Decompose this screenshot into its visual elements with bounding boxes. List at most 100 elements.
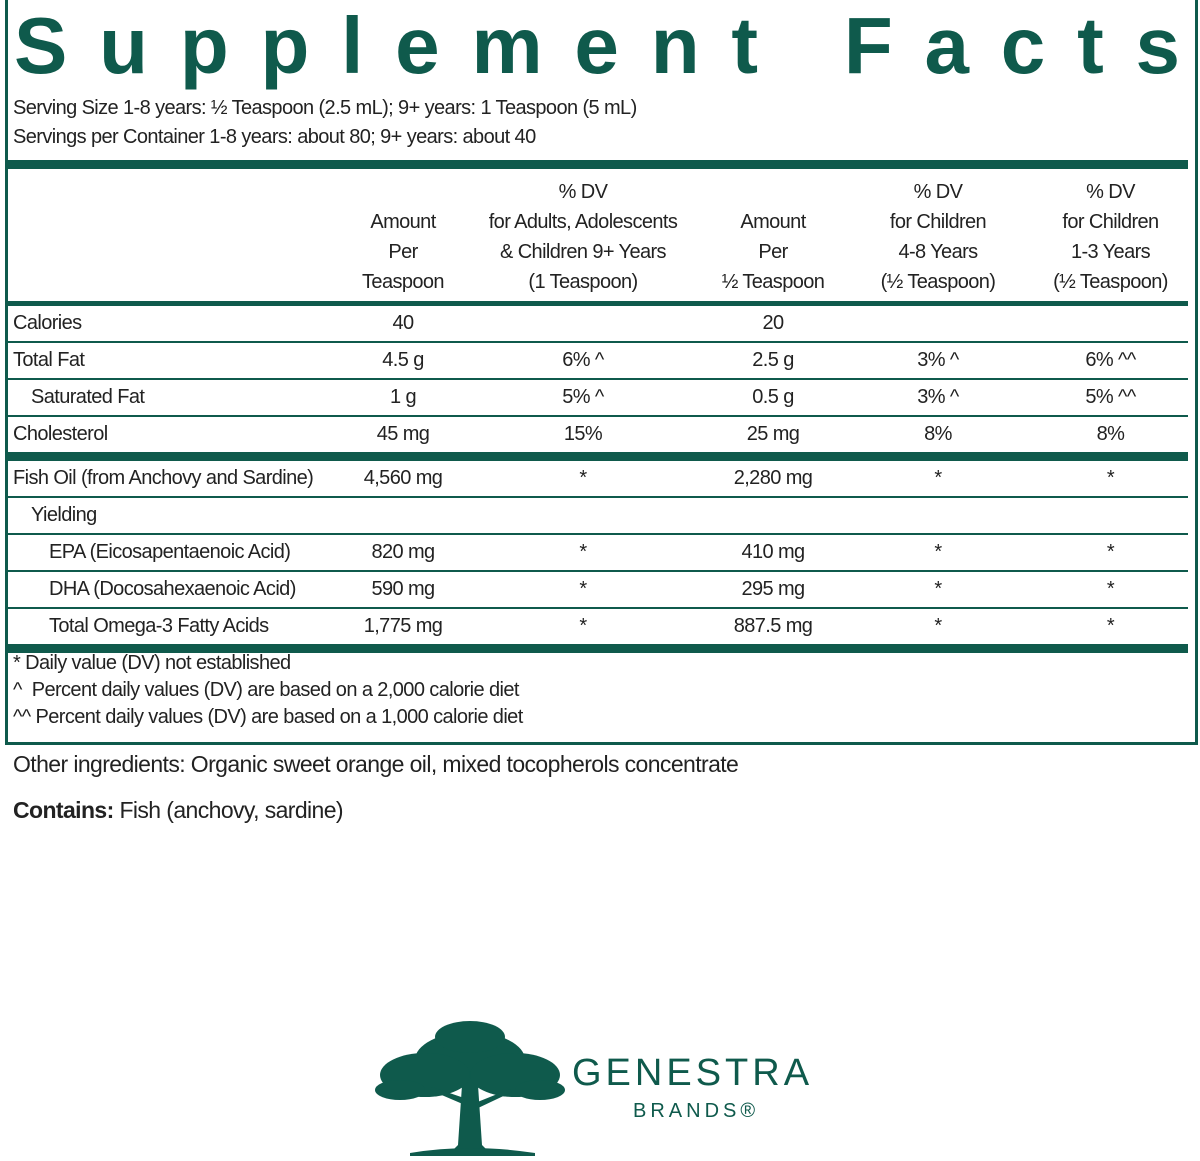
nutrient-value: 887.5 mg — [703, 608, 843, 653]
nutrient-value: 45 mg — [343, 416, 463, 461]
nutrient-name: Yielding — [8, 497, 343, 535]
header-line: & Children 9+ Years — [500, 241, 667, 263]
header-cell: Amount Per ½ Teaspoon — [703, 160, 843, 306]
header-cell: % DV for Children 4-8 Years (½ Teaspoon) — [843, 160, 1033, 306]
header-line: % DV — [1086, 181, 1135, 203]
nutrient-name: Total Fat — [8, 342, 343, 380]
nutrient-value: * — [843, 571, 1033, 609]
nutrient-value: * — [1033, 608, 1188, 653]
nutrient-value: 4.5 g — [343, 342, 463, 380]
nutrient-value: * — [1033, 534, 1188, 572]
header-line: (1 Teaspoon) — [528, 271, 638, 293]
nutrient-value: 590 mg — [343, 571, 463, 609]
footnote: ^^ Percent daily values (DV) are based o… — [13, 706, 523, 728]
header-line: Per — [388, 241, 418, 263]
nutrient-row: Fish Oil (from Anchovy and Sardine) 4,560… — [8, 456, 1188, 498]
header-cell: % DV for Children 1-3 Years (½ Teaspoon) — [1033, 160, 1188, 306]
contains-line: Contains: Fish (anchovy, sardine) — [13, 797, 344, 824]
footnote: ^ Percent daily values (DV) are based on… — [13, 679, 519, 701]
brand-name: GENESTRA — [572, 1052, 814, 1094]
nutrient-value: 410 mg — [703, 534, 843, 572]
brand-sub: BRANDS® — [633, 1100, 760, 1122]
nutrient-value: 15% — [463, 416, 703, 461]
nutrient-row: DHA (Docosahexaenoic Acid) 590 mg * 295 mg *… — [8, 571, 1188, 609]
nutrient-value: * — [843, 456, 1033, 498]
footnote: * Daily value (DV) not established — [13, 652, 291, 674]
nutrient-value: 820 mg — [343, 534, 463, 572]
other-ingredients: Other ingredients: Organic sweet orange … — [13, 751, 739, 777]
nutrient-value: 2.5 g — [703, 342, 843, 380]
header-line: 1-3 Years — [1070, 241, 1151, 263]
servings-per-container: Servings per Container 1-8 years: about … — [13, 126, 536, 148]
nutrient-name: Total Omega-3 Fatty Acids — [8, 608, 343, 653]
header-line: 4-8 Years — [898, 241, 978, 263]
nutrient-value — [463, 303, 703, 343]
nutrient-value — [343, 497, 463, 535]
header-line: (½ Teaspoon) — [880, 271, 996, 293]
nutrient-name: Calories — [8, 303, 343, 343]
facts-table: Amount Per Teaspoon % DV for Adults, Adolesc… — [8, 160, 1188, 653]
nutrient-value — [1033, 303, 1188, 343]
nutrient-name: Fish Oil (from Anchovy and Sardine) — [8, 456, 343, 498]
nutrient-value: 1,775 mg — [343, 608, 463, 653]
nutrient-value: * — [463, 534, 703, 572]
header-line: Amount — [740, 211, 806, 233]
nutrient-value: * — [463, 571, 703, 609]
nutrient-value: 3% ^ — [843, 342, 1033, 380]
header-line: ½ Teaspoon — [721, 271, 825, 293]
nutrient-value: 5% ^^ — [1033, 379, 1188, 417]
nutrient-value: 4,560 mg — [343, 456, 463, 498]
title-area: Supplement Facts — [14, 1, 1180, 90]
nutrient-row: EPA (Eicosapentaenoic Acid) 820 mg * 410 mg… — [8, 534, 1188, 572]
nutrient-row: Calories 40 20 — [8, 303, 1188, 343]
nutrient-value: 1 g — [343, 379, 463, 417]
nutrient-row: Total Fat 4.5 g 6% ^ 2.5 g 3% ^ 6% ^^ — [8, 342, 1188, 380]
nutrient-value: * — [1033, 456, 1188, 498]
header-cell: Amount Per Teaspoon — [343, 160, 463, 306]
header-line: for Children — [889, 211, 987, 233]
nutrient-value: 6% ^^ — [1033, 342, 1188, 380]
nutrient-value: * — [843, 608, 1033, 653]
header-line: % DV — [913, 181, 963, 203]
nutrient-value: 3% ^ — [843, 379, 1033, 417]
nutrient-value: * — [843, 534, 1033, 572]
nutrient-value: 8% — [1033, 416, 1188, 461]
header-cell: % DV for Adults, Adolescents & Children 9+… — [463, 160, 703, 306]
nutrient-name: DHA (Docosahexaenoic Acid) — [8, 571, 343, 609]
nutrient-value — [703, 497, 843, 535]
header-cell — [8, 160, 343, 306]
nutrient-value: 0.5 g — [703, 379, 843, 417]
title: Supplement Facts — [14, 1, 1180, 90]
header-line: Amount — [370, 211, 436, 233]
nutrient-value: * — [1033, 571, 1188, 609]
nutrient-row: Cholesterol 45 mg 15% 25 mg 8% 8% — [8, 416, 1188, 461]
nutrient-value: 2,280 mg — [703, 456, 843, 498]
nutrient-value: 40 — [343, 303, 463, 343]
nutrient-name: EPA (Eicosapentaenoic Acid) — [8, 534, 343, 572]
nutrient-value: 5% ^ — [463, 379, 703, 417]
nutrient-value: * — [463, 608, 703, 653]
nutrient-value — [1033, 497, 1188, 535]
nutrient-name: Saturated Fat — [8, 379, 343, 417]
nutrient-value: 20 — [703, 303, 843, 343]
nutrient-row: Yielding — [8, 497, 1188, 535]
header-line: (½ Teaspoon) — [1053, 271, 1168, 293]
header-line: % DV — [558, 181, 608, 203]
nutrient-value: * — [463, 456, 703, 498]
header-line: Per — [758, 241, 788, 263]
header-row: Amount Per Teaspoon % DV for Adults, Adolesc… — [8, 160, 1188, 306]
contains-text: Fish (anchovy, sardine) — [119, 797, 343, 823]
nutrient-name: Cholesterol — [8, 416, 343, 461]
nutrient-value: 25 mg — [703, 416, 843, 461]
header-line: Teaspoon — [362, 271, 445, 293]
serving-size: Serving Size 1-8 years: ½ Teaspoon (2.5 … — [13, 97, 637, 119]
nutrient-value: 8% — [843, 416, 1033, 461]
nutrient-value — [843, 303, 1033, 343]
brand-logo-tree — [375, 1021, 565, 1156]
nutrient-value: 6% ^ — [463, 342, 703, 380]
nutrient-value — [463, 497, 703, 535]
header-line: for Adults, Adolescents — [488, 211, 678, 233]
nutrient-row: Saturated Fat 1 g 5% ^ 0.5 g 3% ^ 5% ^^ — [8, 379, 1188, 417]
nutrient-value — [843, 497, 1033, 535]
